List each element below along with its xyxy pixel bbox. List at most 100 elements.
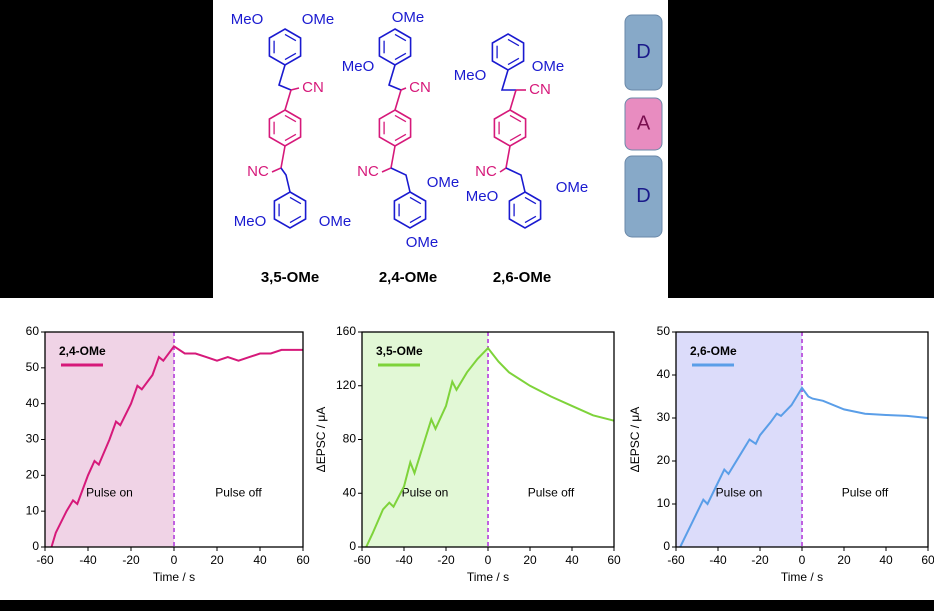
x-tick-label: 20 bbox=[523, 553, 537, 567]
y-tick-label: 160 bbox=[336, 324, 356, 338]
ring-bond bbox=[507, 57, 520, 66]
atom-label: OMe bbox=[532, 58, 565, 75]
bond bbox=[278, 64, 292, 91]
atom-label: CN bbox=[302, 79, 324, 96]
legend-label: 2,6-OMe bbox=[690, 344, 737, 358]
annotation: Pulse on bbox=[716, 485, 763, 499]
data-line bbox=[50, 344, 303, 548]
ring-bond bbox=[409, 215, 422, 224]
x-axis-label: Time / s bbox=[153, 570, 195, 584]
bond bbox=[505, 167, 526, 193]
y-tick-label: 0 bbox=[663, 539, 670, 553]
bond bbox=[394, 89, 402, 111]
bond bbox=[284, 89, 292, 111]
atom-label: CN bbox=[529, 81, 551, 98]
ring-bond bbox=[394, 114, 407, 123]
atom-label: NC bbox=[475, 163, 497, 180]
atom-label: MeO bbox=[342, 58, 375, 75]
x-tick-label: 40 bbox=[565, 553, 579, 567]
y-axis-label: ΔEPSC / μA bbox=[314, 407, 328, 473]
x-axis-label: Time / s bbox=[781, 570, 823, 584]
y-tick-label: 10 bbox=[26, 503, 40, 517]
ring-bond bbox=[394, 33, 407, 42]
x-tick-label: -20 bbox=[437, 553, 455, 567]
block bbox=[624, 97, 663, 151]
ring-bond bbox=[524, 196, 537, 205]
y-tick-label: 60 bbox=[26, 324, 40, 338]
data-line bbox=[365, 346, 615, 548]
atom-label: MeO bbox=[454, 67, 487, 84]
bond bbox=[280, 167, 291, 193]
x-tick-label: 60 bbox=[296, 553, 310, 567]
atom-label: OMe bbox=[302, 11, 335, 28]
annotation: Pulse off bbox=[842, 485, 889, 499]
y-tick-label: 50 bbox=[26, 360, 40, 374]
legend-label: 3,5-OMe bbox=[376, 344, 423, 358]
y-tick-label: 80 bbox=[343, 432, 357, 446]
data-line bbox=[679, 386, 929, 548]
y-tick-label: 40 bbox=[26, 396, 40, 410]
bond bbox=[509, 89, 517, 111]
structure-panel bbox=[213, 0, 668, 300]
ring bbox=[273, 191, 307, 229]
x-tick-label: -60 bbox=[353, 553, 371, 567]
atom-label: OMe bbox=[556, 179, 589, 196]
block-label: A bbox=[637, 112, 651, 134]
molecule-name: 2,4-OMe bbox=[379, 269, 437, 286]
bond bbox=[400, 87, 407, 91]
y-tick-label: 0 bbox=[349, 539, 356, 553]
x-axis-label: Time / s bbox=[467, 570, 509, 584]
atom-label: OMe bbox=[427, 174, 460, 191]
x-tick-label: -40 bbox=[79, 553, 97, 567]
x-tick-label: 20 bbox=[837, 553, 851, 567]
ring-bond bbox=[394, 133, 407, 142]
bond bbox=[390, 167, 411, 193]
ring-bond bbox=[284, 52, 297, 61]
x-tick-label: 40 bbox=[253, 553, 267, 567]
atom-label: MeO bbox=[466, 188, 499, 205]
ring-bond bbox=[284, 114, 297, 123]
ring-bond bbox=[509, 114, 522, 123]
y-tick-label: 30 bbox=[657, 410, 671, 424]
x-tick-label: -40 bbox=[709, 553, 727, 567]
y-tick-label: 50 bbox=[657, 324, 671, 338]
block bbox=[624, 14, 663, 91]
ring-bond bbox=[409, 196, 422, 205]
block-label: D bbox=[636, 185, 650, 207]
molecule-name: 2,6-OMe bbox=[493, 269, 551, 286]
atom-label: OMe bbox=[319, 213, 352, 230]
x-tick-label: -20 bbox=[751, 553, 769, 567]
y-axis-label: ΔEPSC / μA bbox=[628, 407, 642, 473]
ring-bond bbox=[284, 33, 297, 42]
y-tick-label: 20 bbox=[657, 453, 671, 467]
ring bbox=[393, 191, 427, 229]
x-tick-label: -40 bbox=[395, 553, 413, 567]
ring-bond bbox=[394, 52, 407, 61]
ring bbox=[508, 191, 542, 229]
atom-label: OMe bbox=[392, 9, 425, 26]
ring-bond bbox=[524, 215, 537, 224]
x-tick-label: -20 bbox=[122, 553, 140, 567]
y-tick-label: 120 bbox=[336, 378, 356, 392]
x-tick-label: 20 bbox=[210, 553, 224, 567]
bond bbox=[388, 64, 402, 91]
x-tick-label: 0 bbox=[485, 553, 492, 567]
ring-bond bbox=[289, 215, 302, 224]
x-tick-label: 0 bbox=[171, 553, 178, 567]
annotation: Pulse on bbox=[402, 485, 449, 499]
x-tick-label: 60 bbox=[921, 553, 934, 567]
annotation: Pulse off bbox=[528, 485, 575, 499]
bond bbox=[290, 87, 300, 91]
atom-label: MeO bbox=[231, 11, 264, 28]
x-tick-label: -60 bbox=[667, 553, 685, 567]
atom-label: CN bbox=[409, 79, 431, 96]
x-tick-label: 0 bbox=[799, 553, 806, 567]
x-tick-label: 40 bbox=[879, 553, 893, 567]
atom-label: NC bbox=[357, 163, 379, 180]
block-label: D bbox=[636, 41, 650, 63]
ring-bond bbox=[509, 133, 522, 142]
block bbox=[624, 155, 663, 238]
molecule-name: 3,5-OMe bbox=[261, 269, 319, 286]
ring-bond bbox=[507, 38, 520, 47]
